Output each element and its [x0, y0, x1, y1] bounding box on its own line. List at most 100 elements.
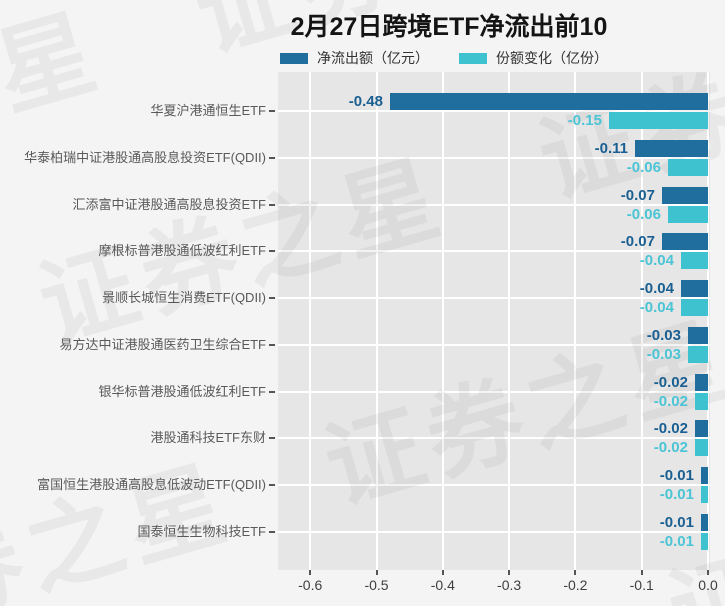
x-axis-tick — [707, 570, 709, 575]
x-axis-tick — [574, 570, 577, 575]
gridline-horizontal — [278, 250, 710, 253]
gridline-vertical — [441, 72, 444, 570]
y-axis-tick — [269, 343, 275, 346]
share-change-value-label: -0.04 — [639, 252, 674, 270]
y-axis-tick — [269, 250, 275, 253]
category-label: 易方达中证港股通医药卫生综合ETF — [59, 336, 266, 352]
x-axis-tick — [441, 570, 444, 575]
y-axis-tick — [269, 390, 275, 393]
net-outflow-bar — [688, 326, 708, 344]
y-axis-tick — [269, 437, 275, 440]
share-change-bar — [695, 392, 708, 410]
gridline-vertical — [707, 72, 709, 570]
gridline-vertical — [508, 72, 511, 570]
legend-label-net-outflow: 净流出额（亿元） — [317, 50, 429, 66]
y-axis-tick — [269, 110, 275, 112]
net-outflow-value-label: -0.07 — [620, 186, 655, 204]
share-change-bar — [701, 486, 708, 503]
net-outflow-value-label: -0.02 — [653, 420, 688, 438]
share-change-value-label: -0.15 — [567, 112, 602, 129]
x-axis-tick — [508, 570, 511, 575]
x-tick-label: -0.6 — [298, 577, 323, 593]
net-outflow-bar — [662, 186, 708, 204]
share-change-bar — [681, 299, 708, 316]
category-label: 景顺长城恒生消费ETF(QDII) — [102, 290, 266, 305]
share-change-value-label: -0.01 — [659, 486, 694, 503]
x-axis-tick — [640, 570, 643, 575]
net-outflow-bar — [701, 513, 708, 531]
gridline-vertical — [640, 72, 643, 570]
share-change-bar — [695, 439, 708, 457]
category-label: 汇添富中证港股通高股息投资ETF — [72, 196, 266, 212]
net-outflow-value-label: -0.07 — [620, 233, 655, 251]
legend-item-share-change: 份额变化（亿份） — [459, 48, 608, 68]
plot-area: -0.48 -0.15 -0.11 -0.06 -0.07 -0.06 -0.07 -0.04… — [278, 72, 710, 570]
x-tick-label: -0.2 — [563, 577, 588, 593]
net-outflow-bar — [681, 280, 708, 297]
share-change-bar — [688, 345, 708, 363]
share-change-value-label: -0.06 — [626, 158, 661, 176]
net-outflow-bar — [635, 139, 708, 157]
gridline-horizontal — [278, 156, 710, 159]
net-outflow-value-label: -0.02 — [653, 373, 688, 391]
x-axis-tick — [309, 570, 312, 575]
category-label: 华夏沪港通恒生ETF — [150, 103, 266, 118]
y-axis-tick — [269, 203, 275, 206]
legend-label-share-change: 份额变化（亿份） — [496, 50, 608, 66]
x-tick-label: -0.1 — [629, 577, 654, 593]
share-change-bar — [609, 112, 708, 129]
y-axis-tick — [269, 530, 275, 533]
category-label: 国泰恒生生物科技ETF — [137, 523, 266, 539]
share-change-value-label: -0.02 — [653, 439, 688, 457]
gridline-vertical — [375, 72, 378, 570]
net-outflow-value-label: -0.11 — [594, 139, 628, 157]
share-change-bar — [701, 532, 708, 550]
x-tick-label: -0.4 — [430, 577, 455, 593]
share-change-value-label: -0.04 — [639, 299, 674, 316]
net-outflow-bar — [695, 420, 708, 438]
x-axis-tick — [375, 570, 378, 575]
net-outflow-value-label: -0.04 — [639, 280, 674, 297]
gridline-horizontal — [278, 437, 710, 440]
share-change-bar — [668, 205, 708, 223]
legend: 净流出额（亿元） 份额变化（亿份） — [280, 48, 608, 68]
net-outflow-value-label: -0.01 — [659, 513, 694, 531]
category-label: 富国恒生港股通高股息低波动ETF(QDII) — [37, 477, 266, 492]
share-change-bar — [668, 158, 708, 176]
category-label: 银华标普港股通低波红利ETF — [98, 383, 266, 399]
net-outflow-value-label: -0.03 — [646, 326, 681, 344]
share-change-value-label: -0.02 — [653, 392, 688, 410]
net-outflow-value-label: -0.48 — [348, 93, 383, 110]
x-tick-label: 0.0 — [698, 577, 718, 593]
share-change-bar — [681, 252, 708, 270]
gridline-horizontal — [278, 343, 710, 346]
y-axis-tick — [269, 484, 275, 486]
net-outflow-bar — [662, 233, 708, 251]
y-axis-tick — [269, 297, 275, 299]
gridline-horizontal — [278, 297, 710, 299]
category-label: 摩根标普港股通低波红利ETF — [98, 243, 266, 259]
legend-swatch-share-change — [459, 52, 487, 64]
gridline-vertical — [309, 72, 312, 570]
x-tick-label: -0.3 — [497, 577, 522, 593]
legend-swatch-net-outflow — [280, 52, 308, 64]
net-outflow-bar — [701, 467, 708, 484]
share-change-value-label: -0.01 — [659, 532, 694, 550]
category-label: 港股通科技ETF东财 — [150, 430, 266, 446]
gridline-horizontal — [278, 203, 710, 206]
y-axis-tick — [269, 156, 275, 159]
gridline-horizontal — [278, 390, 710, 393]
share-change-value-label: -0.03 — [646, 345, 681, 363]
gridline-vertical — [574, 72, 577, 570]
gridline-horizontal — [278, 484, 710, 486]
watermark-text: 证券之星 — [0, 448, 244, 606]
chart-title: 2月27日跨境ETF净流出前10 — [290, 13, 608, 41]
gridline-horizontal — [278, 530, 710, 533]
net-outflow-bar — [695, 373, 708, 391]
x-tick-label: -0.5 — [364, 577, 389, 593]
legend-item-net-outflow: 净流出额（亿元） — [280, 48, 429, 68]
share-change-value-label: -0.06 — [626, 205, 661, 223]
net-outflow-value-label: -0.01 — [659, 467, 694, 484]
net-outflow-bar — [390, 93, 708, 110]
